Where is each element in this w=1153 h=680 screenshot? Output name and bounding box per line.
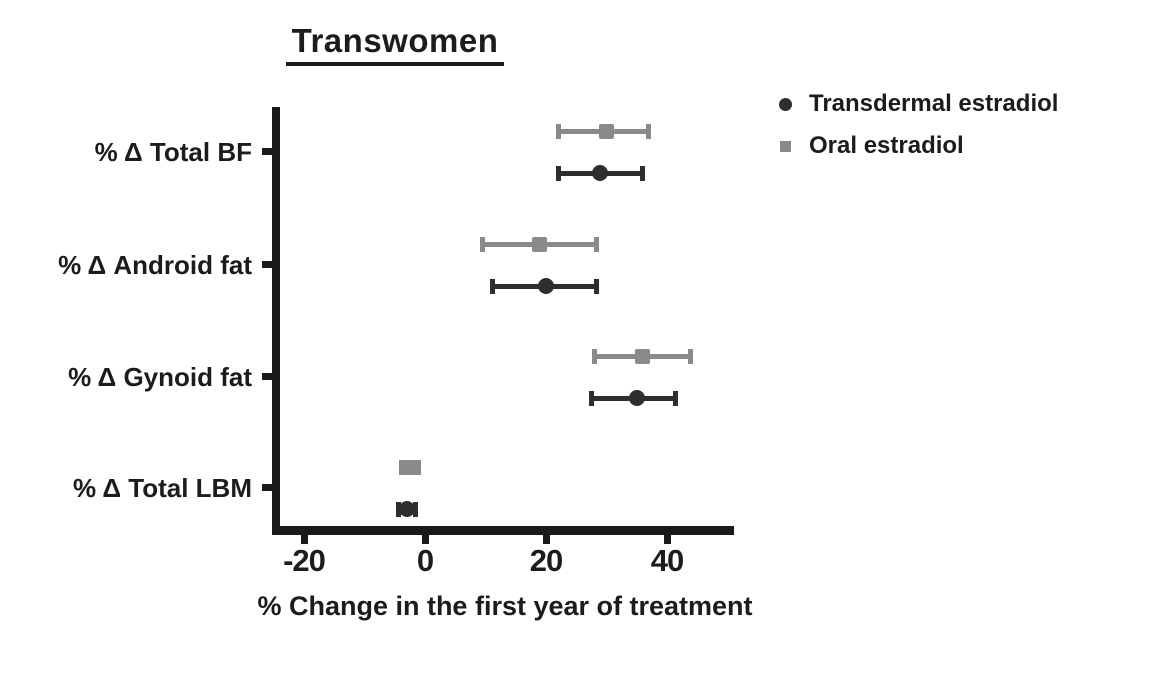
y-axis-tick [262, 373, 272, 380]
y-axis-tick [262, 484, 272, 491]
data-point-square [402, 459, 418, 475]
x-tick-label: -20 [283, 543, 326, 578]
x-axis-tick [300, 535, 308, 544]
x-tick-label: 40 [650, 543, 684, 578]
error-bar-cap [556, 124, 562, 139]
circle-marker-icon [779, 97, 792, 111]
data-point-circle [538, 278, 554, 294]
data-point-circle [592, 165, 609, 181]
error-bar-cap [480, 237, 486, 252]
legend: Transdermal estradiol Oral estradiol [779, 83, 1058, 167]
chart-title: Transwomen [245, 22, 545, 66]
error-bar-cap [645, 124, 651, 139]
error-bar-cap [688, 349, 694, 364]
legend-label-oral: Oral estradiol [809, 132, 964, 159]
error-bar-cap [489, 279, 495, 294]
x-axis-line [272, 526, 734, 535]
data-point-circle [628, 390, 645, 406]
y-axis-tick [262, 261, 272, 268]
y-axis-tick [262, 148, 272, 155]
error-bar-cap [556, 166, 562, 181]
error-bar-cap [594, 237, 600, 252]
error-bar-cap [398, 460, 404, 475]
x-axis-tick [663, 535, 671, 544]
data-point-circle [398, 501, 415, 517]
legend-label-transdermal: Transdermal estradiol [809, 90, 1059, 117]
y-category-label: % Δ Android fat [58, 250, 252, 280]
data-point-square [599, 123, 614, 139]
x-tick-label: 0 [416, 543, 434, 578]
error-bar-cap [415, 460, 421, 475]
y-category-label: % Δ Gynoid fat [68, 362, 252, 392]
error-bar-cap [639, 166, 645, 181]
x-axis-title: % Change in the first year of treatment [257, 591, 753, 621]
y-category-label: % Δ Total LBM [72, 473, 252, 503]
x-axis-tick [542, 535, 550, 544]
legend-item-transdermal-estradiol: Transdermal estradiol [779, 83, 1058, 125]
error-bar-cap [412, 502, 418, 517]
error-bar-cap [395, 502, 401, 517]
y-category-label: % Δ Total BF [94, 137, 252, 167]
x-axis-tick [421, 535, 429, 544]
data-point-square [635, 348, 651, 364]
legend-item-oral-estradiol: Oral estradiol [779, 125, 1058, 167]
y-axis-line [272, 107, 280, 535]
error-bar-cap [592, 349, 598, 364]
error-bar-cap [594, 279, 600, 294]
error-bar-cap [589, 391, 595, 406]
data-point-square [532, 236, 548, 252]
chart-title-text: Transwomen [285, 22, 505, 66]
x-tick-label: 20 [529, 543, 563, 578]
square-marker-icon [780, 140, 791, 152]
error-bar-cap [673, 391, 679, 406]
